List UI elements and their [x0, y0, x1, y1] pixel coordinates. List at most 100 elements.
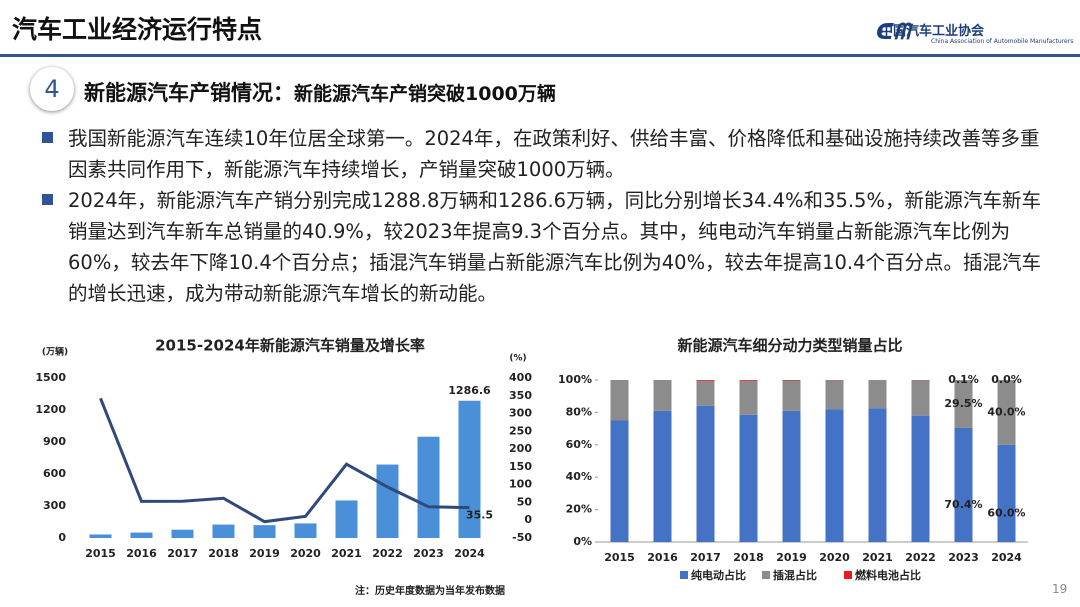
chart-title: 2015-2024年新能源汽车销量及增长率: [155, 337, 425, 355]
x-tick-label: 2022: [905, 551, 936, 564]
bar: [335, 500, 358, 538]
footnote: 注：历史年度数据为当年发布数据: [355, 586, 505, 597]
y2-tick-label: -50: [512, 531, 532, 544]
bar-segment: [739, 414, 758, 542]
bar-segment: [868, 380, 887, 409]
x-tick-label: 2023: [948, 551, 979, 564]
bar-segment: [739, 380, 758, 381]
data-label: 40.0%: [987, 405, 1025, 418]
bar-segment: [610, 380, 629, 421]
x-tick-label: 2020: [290, 547, 321, 560]
bar-segment: [653, 410, 672, 542]
x-tick-label: 2022: [372, 547, 403, 560]
y-tick-label: 600: [43, 467, 66, 480]
chart-title: 新能源汽车细分动力类型销量占比: [677, 337, 902, 355]
bar-segment: [954, 380, 973, 428]
y2-tick-label: 0: [524, 513, 532, 526]
bar-segment: [825, 409, 844, 542]
bar: [253, 525, 276, 538]
x-tick-label: 2015: [604, 551, 635, 564]
y2-tick-label: 50: [517, 495, 533, 508]
bullet-text: 2024年，新能源汽车产销分别完成1288.8万辆和1286.6万辆，同比分别增…: [68, 189, 1042, 305]
y-tick-label: 100%: [558, 373, 592, 386]
bar-segment: [911, 415, 930, 542]
logo-cn: 中国汽车工业协会: [880, 24, 985, 39]
bar-segment: [997, 380, 1016, 445]
data-label: 0.1%: [948, 373, 979, 386]
bar-segment: [911, 380, 930, 416]
bar-segment: [696, 405, 715, 542]
bar: [417, 436, 440, 538]
y-tick-label: 20%: [566, 503, 592, 516]
legend-label: 插混占比: [773, 568, 817, 582]
data-label: 29.5%: [944, 397, 982, 410]
bar: [376, 464, 399, 538]
bar-segment: [610, 420, 629, 542]
bar: [212, 524, 235, 538]
header-title: 汽车工业经济运行特点: [12, 15, 263, 44]
x-tick-label: 2021: [331, 547, 362, 560]
bullet-marker: [42, 132, 53, 143]
legend-swatch: [680, 571, 688, 579]
bar-segment: [739, 380, 758, 415]
legend-label: 纯电动占比: [691, 568, 746, 582]
x-tick-label: 2016: [647, 551, 678, 564]
x-tick-label: 2024: [991, 551, 1022, 564]
x-tick-label: 2016: [126, 547, 157, 560]
bar-segment: [696, 380, 715, 406]
y2-axis-label: (%): [509, 354, 526, 364]
y2-tick-label: 400: [509, 371, 532, 384]
x-tick-label: 2018: [733, 551, 764, 564]
data-label: 0.0%: [991, 373, 1022, 386]
bar: [294, 523, 317, 538]
x-tick-label: 2018: [208, 547, 239, 560]
section-label: 新能源汽车产销情况：: [84, 81, 294, 105]
y2-tick-label: 300: [509, 407, 532, 420]
y-tick-label: 900: [43, 435, 66, 448]
bullet-marker: [42, 194, 53, 205]
y-tick-label: 80%: [566, 405, 592, 418]
bar-segment: [653, 380, 672, 411]
bar-segment: [868, 408, 887, 542]
x-tick-label: 2020: [819, 551, 850, 564]
y2-tick-label: 250: [509, 424, 532, 437]
x-tick-label: 2019: [776, 551, 807, 564]
logo-en: China Association of Automobile Manufact…: [931, 38, 1074, 45]
bar-segment: [997, 444, 1016, 542]
legend-swatch: [762, 571, 770, 579]
x-tick-label: 2024: [454, 547, 485, 560]
y-tick-label: 1200: [35, 403, 66, 416]
x-tick-label: 2017: [690, 551, 721, 564]
x-tick-label: 2017: [167, 547, 198, 560]
data-label: 35.5: [466, 509, 493, 522]
y2-tick-label: 150: [509, 460, 532, 473]
page-number: 19: [1052, 582, 1068, 596]
y-tick-label: 300: [43, 499, 66, 512]
y-tick-label: 0: [58, 531, 66, 544]
section-heading: 新能源汽车产销情况：新能源汽车产销突破1000万辆: [84, 77, 556, 107]
x-tick-label: 2021: [862, 551, 893, 564]
data-label: 60.0%: [987, 506, 1025, 519]
x-tick-label: 2019: [249, 547, 280, 560]
legend-swatch: [844, 571, 852, 579]
y-axis-label: (万辆): [42, 346, 68, 358]
bullet-text: 我国新能源汽车连续10年位居全球第一。2024年，在政策利好、供给丰富、价格降低…: [68, 127, 1040, 181]
section-number: 4: [30, 67, 74, 111]
bar-segment: [782, 380, 801, 411]
bar-segment: [825, 380, 844, 410]
logo-icon: ᑕᗰ: [876, 20, 910, 45]
x-tick-label: 2023: [413, 547, 444, 560]
bar: [458, 400, 481, 538]
section-title: 新能源汽车产销突破1000万辆: [294, 83, 556, 105]
bullet-list: 我国新能源汽车连续10年位居全球第一。2024年，在政策利好、供给丰富、价格降低…: [42, 123, 1050, 309]
header-rule: [0, 54, 1080, 57]
y2-tick-label: 100: [509, 478, 532, 491]
bar: [171, 529, 194, 538]
x-tick-label: 2015: [85, 547, 116, 560]
data-label: 1286.6: [448, 384, 491, 397]
y2-tick-label: 200: [509, 442, 532, 455]
bullet: 我国新能源汽车连续10年位居全球第一。2024年，在政策利好、供给丰富、价格降低…: [42, 123, 1050, 185]
legend-label: 燃料电池占比: [854, 568, 921, 582]
bar-segment: [782, 410, 801, 542]
